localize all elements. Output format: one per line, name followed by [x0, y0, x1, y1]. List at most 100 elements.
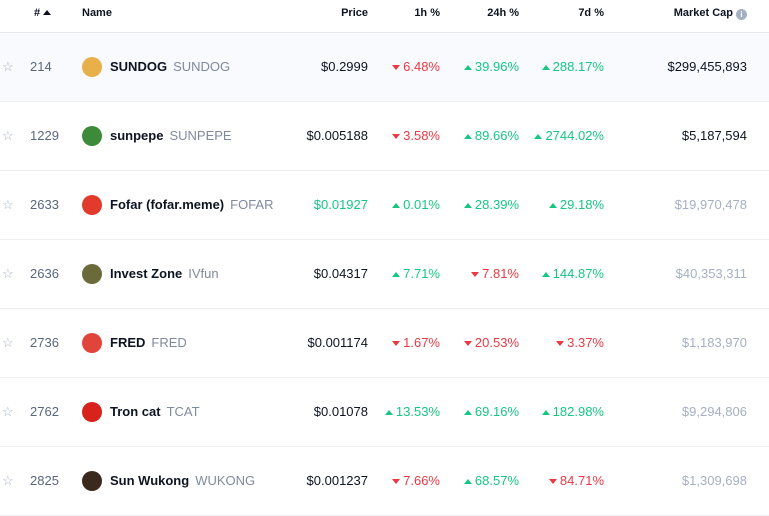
caret-up-icon — [463, 479, 472, 484]
caret-down-icon — [556, 341, 565, 346]
caret-up-icon — [541, 410, 550, 415]
caret-down-icon — [548, 479, 557, 484]
price-value: $0.01927 — [313, 197, 368, 212]
coin-symbol: IVfun — [188, 266, 219, 281]
coin-name: Invest Zone — [110, 266, 183, 281]
dog-logo-icon — [82, 57, 102, 77]
price-value: $0.2999 — [321, 59, 368, 74]
market-cap-value: $9,294,806 — [681, 404, 747, 419]
7d-change-value: 288.17% — [528, 33, 604, 101]
market-cap-value: $5,187,594 — [681, 128, 747, 143]
watchlist-star-icon[interactable]: ☆ — [2, 197, 14, 212]
table-row[interactable]: ☆ 1229 sunpepe SUNPEPE $0.005188 3.58% 89.66% 2… — [0, 102, 769, 171]
7d-change-value: 182.98% — [528, 378, 604, 446]
watchlist-star-icon[interactable]: ☆ — [2, 404, 14, 419]
table-header: # Name Price 1h % 24h % 7d % Market Cap i — [0, 0, 769, 33]
watchlist-star-icon[interactable]: ☆ — [2, 128, 14, 143]
24h-change-column-header[interactable]: 24h % — [487, 7, 519, 19]
coin-name: SUNDOG — [110, 59, 168, 74]
7d-change-value: 84.71% — [528, 447, 604, 515]
coin-symbol: TCAT — [166, 404, 200, 419]
coin-name: Fofar (fofar.meme) — [110, 197, 225, 212]
7d-change-value: 3.37% — [528, 309, 604, 377]
name-column-header[interactable]: Name — [82, 7, 112, 19]
price-value: $0.001237 — [306, 473, 368, 488]
table-row[interactable]: ☆ 2633 Fofar (fofar.meme) FOFAR $0.01927 0.01… — [0, 171, 769, 240]
caret-up-icon — [541, 272, 550, 277]
7d-change-value: 2744.02% — [528, 102, 604, 170]
info-icon[interactable]: i — [736, 9, 747, 20]
1h-change-column-header[interactable]: 1h % — [414, 7, 440, 19]
caret-up-icon — [463, 65, 472, 70]
market-cap-value: $40,353,311 — [675, 266, 747, 281]
rank-column-header[interactable]: # — [34, 0, 52, 32]
rank-value: 2762 — [30, 404, 59, 419]
market-cap-value: $19,970,478 — [674, 197, 747, 212]
caret-up-icon — [392, 272, 401, 277]
coin-symbol: FRED — [151, 335, 187, 350]
price-value: $0.005188 — [306, 128, 368, 143]
price-value: $0.01078 — [313, 404, 368, 419]
coin-name-link[interactable]: Sun Wukong WUKONG — [82, 447, 302, 515]
table-row[interactable]: ☆ 2736 FRED FRED $0.001174 1.67% 20.53% 3.37% $1… — [0, 309, 769, 378]
price-value: $0.001174 — [307, 335, 369, 350]
coin-name-link[interactable]: FRED FRED — [82, 309, 302, 377]
coin-name: FRED — [110, 335, 146, 350]
caret-down-icon — [392, 341, 401, 346]
price-value: $0.04317 — [313, 266, 368, 281]
rank-value: 2633 — [30, 197, 59, 212]
watchlist-star-icon[interactable]: ☆ — [2, 335, 14, 350]
1h-change-value: 6.48% — [376, 33, 440, 101]
rank-value: 214 — [30, 59, 52, 74]
market-cap-value: $1,309,698 — [681, 473, 747, 488]
frog-logo-icon — [82, 126, 102, 146]
caret-up-icon — [384, 410, 393, 415]
coin-name: sunpepe — [110, 128, 164, 143]
caret-up-icon — [463, 410, 472, 415]
price-column-header[interactable]: Price — [341, 7, 368, 19]
1h-change-value: 7.66% — [376, 447, 440, 515]
7d-change-value: 29.18% — [528, 171, 604, 239]
table-row[interactable]: ☆ 214 SUNDOG SUNDOG $0.2999 6.48% 39.96% 288.17… — [0, 33, 769, 102]
rank-value: 2736 — [30, 335, 59, 350]
watchlist-star-icon[interactable]: ☆ — [2, 59, 14, 74]
caret-up-icon — [541, 65, 550, 70]
1h-change-value: 1.67% — [376, 309, 440, 377]
invest-zone-logo-icon — [82, 264, 102, 284]
coin-name-link[interactable]: sunpepe SUNPEPE — [82, 102, 302, 170]
caret-up-icon — [392, 203, 401, 208]
caret-down-icon — [392, 479, 401, 484]
coin-name-link[interactable]: Invest Zone IVfun — [82, 240, 302, 308]
coin-name-link[interactable]: Fofar (fofar.meme) FOFAR — [82, 171, 302, 239]
1h-change-value: 0.01% — [376, 171, 440, 239]
table-row[interactable]: ☆ 2636 Invest Zone IVfun $0.04317 7.71% 7.81% 1… — [0, 240, 769, 309]
coin-name-link[interactable]: SUNDOG SUNDOG — [82, 33, 302, 101]
market-cap-value: $299,455,893 — [667, 59, 747, 74]
24h-change-value: 28.39% — [448, 171, 519, 239]
market-cap-column-header[interactable]: Market Cap i — [610, 0, 747, 32]
table-row[interactable]: ☆ 2762 Tron cat TCAT $0.01078 13.53% 69.16% 182… — [0, 378, 769, 447]
caret-up-icon — [548, 203, 557, 208]
coin-symbol: FOFAR — [230, 197, 274, 212]
1h-change-value: 3.58% — [376, 102, 440, 170]
caret-down-icon — [392, 134, 401, 139]
24h-change-value: 68.57% — [448, 447, 519, 515]
1h-change-value: 7.71% — [376, 240, 440, 308]
caret-up-icon — [463, 134, 472, 139]
caret-up-icon — [463, 203, 472, 208]
rank-value: 1229 — [30, 128, 59, 143]
7d-change-value: 144.87% — [528, 240, 604, 308]
caret-down-icon — [392, 65, 401, 70]
tron-cat-logo-icon — [82, 402, 102, 422]
sort-ascending-icon — [43, 10, 52, 15]
watchlist-star-icon[interactable]: ☆ — [2, 266, 14, 281]
fofar-logo-icon — [82, 195, 102, 215]
caret-down-icon — [463, 341, 472, 346]
coin-name-link[interactable]: Tron cat TCAT — [82, 378, 302, 446]
7d-change-column-header[interactable]: 7d % — [578, 7, 604, 19]
table-row[interactable]: ☆ 2825 Sun Wukong WUKONG $0.001237 7.66% 68.57… — [0, 447, 769, 516]
caret-down-icon — [471, 272, 480, 277]
fred-logo-icon — [82, 333, 102, 353]
watchlist-star-icon[interactable]: ☆ — [2, 473, 14, 488]
